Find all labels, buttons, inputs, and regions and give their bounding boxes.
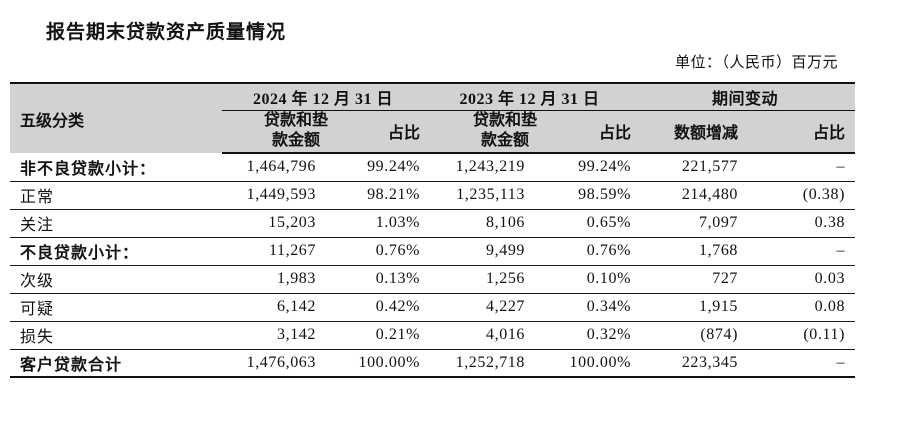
table-body: 非不良贷款小计： 1,464,796 99.24% 1,243,219 99.24% 22… bbox=[10, 153, 856, 377]
header-amount-2023-text: 贷款和垫 款金额 bbox=[473, 112, 538, 150]
cell-category: 正常 bbox=[10, 181, 222, 210]
table-row: 损失 3,142 0.21% 4,016 0.32% (874) (0.11) bbox=[10, 321, 856, 350]
cell-pct-2023: 0.34% bbox=[529, 293, 636, 322]
cell-category: 非不良贷款小计： bbox=[10, 153, 222, 182]
cell-change-amount: 221,577 bbox=[635, 153, 743, 182]
header-date-2024: 2024 年 12 月 31 日 bbox=[222, 83, 425, 111]
cell-pct-2023: 0.32% bbox=[529, 321, 636, 350]
header-amount-2024: 贷款和垫 款金额 bbox=[222, 110, 328, 154]
cell-change-amount: 214,480 bbox=[635, 181, 743, 210]
header-pct-2023: 占比 bbox=[529, 110, 636, 154]
cell-amount-2024: 1,464,796 bbox=[222, 153, 320, 182]
cell-amount-2023: 9,499 bbox=[424, 237, 530, 266]
cell-change-pct: 0.03 bbox=[742, 265, 856, 294]
header-amount-2024-text: 贷款和垫 款金额 bbox=[263, 112, 328, 150]
page-title: 报告期末贷款资产质量情况 bbox=[46, 22, 287, 43]
cell-change-pct: – bbox=[742, 153, 856, 182]
cell-category: 关注 bbox=[10, 209, 222, 238]
cell-pct-2024: 0.13% bbox=[320, 265, 425, 294]
cell-amount-2023: 1,252,718 bbox=[455, 353, 526, 371]
header-change-pct: 占比 bbox=[742, 110, 856, 154]
cell-pct-2023: 98.59% bbox=[529, 181, 636, 210]
cell-amount-2024: 3,142 bbox=[222, 321, 320, 350]
cell-amount-2023: 1,243,219 bbox=[424, 153, 530, 182]
cell-pct-2024: 99.24% bbox=[320, 153, 425, 182]
cell-amount-2024: 11,267 bbox=[222, 237, 320, 266]
cell-amount-2023: 8,106 bbox=[424, 209, 530, 238]
cell-pct-2024: 98.21% bbox=[320, 181, 425, 210]
cell-change-amount: (874) bbox=[635, 321, 743, 350]
cell-change-pct: 0.08 bbox=[742, 293, 856, 322]
header-sub-row: 贷款和垫 款金额 占比 贷款和垫 款金额 占比 数额增减 占比 bbox=[10, 110, 856, 154]
table-header: 五级分类 2024 年 12 月 31 日 2023 年 12 月 31 日 期… bbox=[10, 83, 856, 154]
cell-pct-2024: 0.21% bbox=[320, 321, 425, 350]
cell-change-pct: (0.38) bbox=[742, 181, 856, 210]
cell-category: 损失 bbox=[10, 321, 222, 350]
table-row: 次级 1,983 0.13% 1,256 0.10% 727 0.03 bbox=[10, 265, 856, 294]
loan-quality-table: 五级分类 2024 年 12 月 31 日 2023 年 12 月 31 日 期… bbox=[10, 82, 856, 378]
cell-change-amount: 1,915 bbox=[635, 293, 743, 322]
cell-pct-2024: 0.76% bbox=[320, 237, 425, 266]
table-row: 正常 1,449,593 98.21% 1,235,113 98.59% 214,480(… bbox=[10, 181, 856, 210]
cell-pct-2023: 0.10% bbox=[529, 265, 636, 294]
header-group-row: 五级分类 2024 年 12 月 31 日 2023 年 12 月 31 日 期… bbox=[10, 83, 856, 153]
cell-amount-2024: 6,142 bbox=[222, 293, 320, 322]
table-row: 可疑 6,142 0.42% 4,227 0.34% 1,915 0.08 bbox=[10, 293, 856, 322]
cell-change-amount: 223,345 bbox=[681, 353, 739, 371]
cell-change-pct: – bbox=[836, 353, 846, 371]
loan-quality-table-wrap: 五级分类 2024 年 12 月 31 日 2023 年 12 月 31 日 期… bbox=[10, 82, 856, 378]
header-date-2023: 2023 年 12 月 31 日 bbox=[424, 83, 636, 111]
cell-amount-2023: 1,256 bbox=[424, 265, 530, 294]
cell-amount-2024: 15,203 bbox=[222, 209, 320, 238]
unit-note: 单位：（人民币）百万元 bbox=[674, 55, 838, 71]
cell-amount-2024: 1,476,063 bbox=[246, 353, 316, 371]
header-change-amount: 数额增减 bbox=[635, 110, 743, 154]
cell-pct-2023: 0.65% bbox=[529, 209, 636, 238]
cell-amount-2024: 1,449,593 bbox=[222, 181, 320, 210]
cell-amount-2023: 4,227 bbox=[424, 293, 530, 322]
cell-pct-2023: 99.24% bbox=[529, 153, 636, 182]
cell-pct-2024: 100.00% bbox=[358, 353, 421, 371]
cell-pct-2023: 100.00% bbox=[569, 353, 632, 371]
header-period-change: 期间变动 bbox=[635, 83, 856, 111]
cell-amount-2023: 4,016 bbox=[424, 321, 530, 350]
header-pct-2024: 占比 bbox=[320, 110, 425, 154]
cell-category: 客户贷款合计 bbox=[20, 356, 123, 374]
cell-pct-2024: 1.03% bbox=[320, 209, 425, 238]
table-row: 不良贷款小计： 11,267 0.76% 9,499 0.76% 1,768– bbox=[10, 237, 856, 266]
cell-category: 可疑 bbox=[10, 293, 222, 322]
cell-change-amount: 727 bbox=[635, 265, 743, 294]
cell-pct-2023: 0.76% bbox=[529, 237, 636, 266]
cell-change-pct: 0.38 bbox=[742, 209, 856, 238]
cell-pct-2024: 0.42% bbox=[320, 293, 425, 322]
cell-change-amount: 1,768 bbox=[635, 237, 743, 266]
table-row: 非不良贷款小计： 1,464,796 99.24% 1,243,219 99.24% 22… bbox=[10, 153, 856, 182]
cell-category: 不良贷款小计： bbox=[10, 237, 222, 266]
cell-change-pct: – bbox=[742, 237, 856, 266]
header-amount-2023: 贷款和垫 款金额 bbox=[424, 110, 537, 154]
table-row: 关注 15,203 1.03% 8,106 0.65% 7,097 0.38 bbox=[10, 209, 856, 238]
cell-amount-2023: 1,235,113 bbox=[424, 181, 530, 210]
cell-change-amount: 7,097 bbox=[635, 209, 743, 238]
header-category: 五级分类 bbox=[10, 83, 222, 153]
cell-category: 次级 bbox=[10, 265, 222, 294]
table-row: 客户贷款合计 1,476,063 100.00% 1,252,718 100.00% 22… bbox=[10, 349, 855, 377]
cell-change-pct: (0.11) bbox=[742, 321, 856, 350]
cell-amount-2024: 1,983 bbox=[222, 265, 320, 294]
